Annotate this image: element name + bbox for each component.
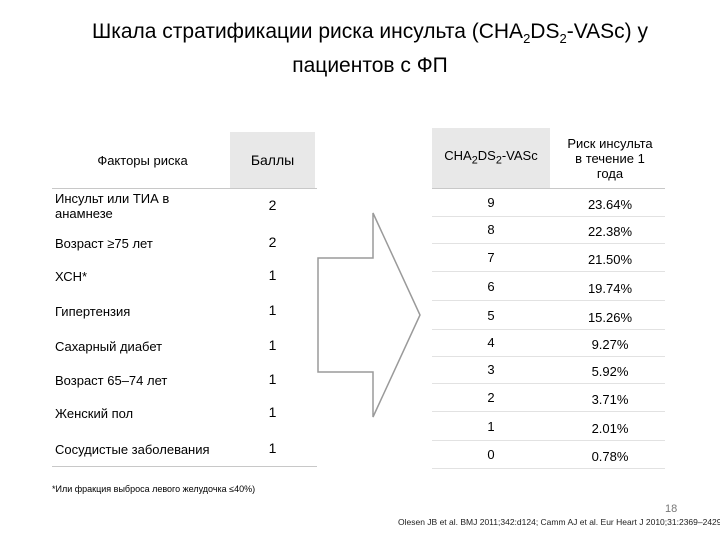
header-text: CHA2DS2-VASc <box>444 148 537 169</box>
score-cell: 4 <box>487 335 495 350</box>
score-cell: 3 <box>487 362 495 377</box>
table-rule <box>432 188 665 189</box>
header-text: Факторы риска <box>97 152 188 168</box>
score-cell: 6 <box>487 279 495 294</box>
risk-cell: 2.01% <box>591 421 629 436</box>
header-part: DS <box>477 147 496 163</box>
column-header: Факторы риска <box>55 132 230 188</box>
risk-cell: 19.74% <box>587 281 633 296</box>
header-subscript: 2 <box>495 154 502 167</box>
risk-cell: 21.50% <box>587 252 633 267</box>
header-text: Баллы <box>250 151 295 168</box>
risk-cell: 22.38% <box>587 224 633 239</box>
score-cell: 7 <box>487 250 495 265</box>
factor-cell: Инсульт или ТИА в анамнезе <box>55 191 170 221</box>
factor-cell: Женский пол <box>55 405 134 421</box>
score-cell: 2 <box>487 390 495 405</box>
risk-cell: 15.26% <box>587 310 633 325</box>
factor-cell: Сахарный диабет <box>55 338 163 354</box>
page-number: 18 <box>665 503 678 515</box>
risk-cell: 5.92% <box>591 364 629 379</box>
row-rule <box>432 468 665 469</box>
row-rule <box>432 216 665 217</box>
row-rule <box>432 440 665 441</box>
score-cell: 1 <box>268 302 277 318</box>
header-part: CHA <box>444 147 472 163</box>
score-cell: 1 <box>268 371 277 387</box>
factor-cell: Возраст ≥75 лет <box>55 235 153 251</box>
risk-cell: 3.71% <box>591 392 629 407</box>
title-text: -VASc) у пациентов с ФП <box>292 20 649 78</box>
score-cell: 1 <box>487 419 495 434</box>
row-rule <box>432 411 665 412</box>
score-cell: 1 <box>268 440 277 456</box>
column-header: Баллы <box>230 132 315 188</box>
score-cell: 5 <box>487 308 495 323</box>
risk-cell: 9.27% <box>591 337 629 352</box>
title-subscript: 2 <box>523 31 531 47</box>
table-rule <box>52 466 317 467</box>
title-text: Шкала стратификации риска инсульта (CHA <box>91 20 524 43</box>
score-cell: 2 <box>268 234 277 250</box>
score-cell: 8 <box>487 222 495 237</box>
title-text: DS <box>530 20 560 43</box>
row-rule <box>432 329 665 330</box>
column-header: Риск инсульта в течение 1 года <box>565 128 655 188</box>
score-cell: 1 <box>268 267 277 283</box>
row-rule <box>432 356 665 357</box>
arrow <box>317 212 421 418</box>
row-rule <box>432 383 665 384</box>
factor-cell: Сосудистые заболевания <box>55 441 210 457</box>
score-cell: 0 <box>487 447 495 462</box>
slide-title: Шкала стратификации риска инсульта (CHA2… <box>40 18 700 79</box>
title-subscript: 2 <box>559 31 567 47</box>
factor-cell: ХСН* <box>55 268 88 284</box>
row-rule <box>432 243 665 244</box>
score-cell: 9 <box>487 195 495 210</box>
factor-cell: Возраст 65–74 лет <box>55 372 168 388</box>
score-cell: 1 <box>268 337 277 353</box>
risk-cell: 23.64% <box>587 197 633 212</box>
score-cell: 1 <box>268 404 277 420</box>
arrow-shape <box>317 212 421 418</box>
header-subscript: 2 <box>471 154 478 167</box>
reference: Olesen JB et al. BMJ 2011;342:d124; Camm… <box>398 517 720 527</box>
row-rule <box>432 300 665 301</box>
factor-cell: Гипертензия <box>55 303 131 319</box>
row-rule <box>432 271 665 272</box>
footnote: *Или фракция выброса левого желудочка ≤4… <box>52 484 256 494</box>
table-rule <box>52 188 317 189</box>
risk-cell: 0.78% <box>591 449 629 464</box>
header-text: Риск инсульта в течение 1 года <box>567 135 653 181</box>
score-cell: 2 <box>268 197 277 213</box>
column-header: CHA2DS2-VASc <box>432 128 550 188</box>
header-part: -VASc <box>501 147 538 163</box>
